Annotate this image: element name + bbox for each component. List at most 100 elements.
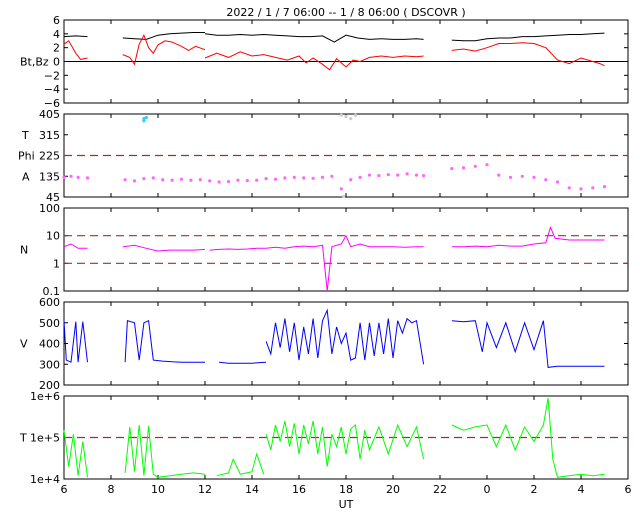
series-line-bz — [451, 42, 605, 67]
series-point-phi — [123, 178, 127, 182]
series-point-theta — [349, 117, 353, 121]
series-point-phi — [255, 178, 259, 182]
series-point-phi — [520, 174, 524, 178]
y-tick-label: 0 — [53, 56, 60, 69]
panel-angles: 405 315 225 135 45 T Phi A — [18, 108, 629, 204]
series-point-phi — [198, 178, 202, 182]
panel-frame — [63, 207, 629, 292]
x-tick-label: 22 — [433, 483, 447, 496]
y-tick-label: 315 — [39, 129, 60, 142]
y-axis-label: Phi — [18, 150, 35, 163]
series-point-theta-extra — [144, 115, 148, 120]
series-point-phi — [142, 177, 146, 181]
series-point-phi — [349, 178, 353, 182]
series-point-phi — [508, 175, 513, 179]
x-tick-label: 20 — [386, 483, 400, 496]
series-point-phi — [367, 173, 372, 177]
y-tick-label: 225 — [39, 150, 60, 163]
x-axis-labels: 6 8 10 12 14 16 18 20 22 0 2 4 6 — [61, 483, 632, 496]
series-line-n — [209, 234, 424, 292]
series-line-n — [122, 244, 206, 252]
y-axis-label: V — [20, 338, 28, 351]
series-point-phi — [320, 175, 325, 179]
series-point-phi — [179, 177, 184, 181]
series-line-bt — [451, 32, 605, 42]
series-line-n — [63, 243, 88, 249]
y-tick-label: 1e+5 — [30, 432, 60, 445]
y-tick-label: 6 — [53, 14, 60, 27]
series-point-phi — [497, 173, 501, 177]
y-tick-label: 0.1 — [43, 285, 61, 298]
series-line-t — [63, 430, 88, 478]
x-tick-label: 18 — [339, 483, 353, 496]
series-line-bz — [204, 51, 424, 71]
series-point-phi — [461, 166, 466, 170]
series-line-v — [451, 320, 605, 368]
series-point-phi — [450, 167, 454, 171]
series-point-phi — [339, 187, 343, 191]
x-tick-label: 2 — [531, 483, 538, 496]
panel-speed: 600 500 400 300 200 V — [20, 296, 629, 392]
y-tick-label: 405 — [39, 108, 60, 121]
y-tick-label: 400 — [39, 338, 60, 351]
series-point-phi — [330, 174, 334, 178]
y-axis-label: T — [19, 432, 27, 445]
series-point-phi — [170, 178, 174, 182]
series-point-phi — [264, 177, 268, 181]
x-tick-label: 16 — [292, 483, 306, 496]
x-tick-label: 4 — [578, 483, 585, 496]
series-line-v — [63, 320, 88, 363]
series-point-phi — [405, 172, 409, 176]
y-tick-label: 1 — [53, 257, 60, 270]
y-tick-label: 2 — [53, 42, 60, 55]
series-line-bt — [63, 35, 88, 38]
series-point-phi — [532, 175, 536, 179]
series-point-phi — [579, 187, 583, 191]
y-axis-label: Bt,Bz — [20, 56, 49, 69]
series-point-phi — [414, 173, 419, 177]
series-point-theta — [339, 113, 343, 117]
y-tick-label: 10 — [46, 230, 60, 243]
x-tick-label: 14 — [245, 483, 259, 496]
series-point-phi — [161, 178, 165, 182]
series-point-phi — [62, 175, 66, 179]
panel-temperature: 1e+6 1e+5 1e+4 T — [19, 390, 629, 486]
y-tick-label: −6 — [44, 97, 60, 110]
series-point-phi — [85, 176, 90, 180]
series-line-bt — [204, 33, 424, 43]
series-point-theta-extra — [142, 117, 146, 121]
series-line-bz — [122, 33, 206, 66]
series-point-phi — [132, 179, 137, 183]
series-point-theta — [344, 114, 348, 118]
series-point-phi — [189, 178, 193, 182]
panel-frame — [63, 301, 629, 386]
x-tick-label: 6 — [61, 483, 68, 496]
series-point-phi — [302, 176, 306, 180]
series-line-v — [219, 361, 267, 364]
y-tick-label: 1e+6 — [30, 390, 60, 403]
y-tick-label: 45 — [46, 191, 60, 204]
x-axis-title: UT — [339, 498, 354, 511]
y-tick-label: 4 — [53, 28, 60, 41]
chart-title: 2022 / 1 / 7 06:00 -- 1 / 8 06:00 ( DSCO… — [226, 6, 465, 19]
series-point-phi — [292, 175, 296, 179]
series-line-t — [216, 452, 265, 477]
x-tick-label: 12 — [198, 483, 212, 496]
series-line-t — [265, 420, 425, 467]
series-point-phi — [151, 176, 155, 180]
series-point-phi — [76, 175, 80, 179]
series-line-v — [124, 319, 205, 363]
y-axis-label: T — [21, 129, 29, 142]
series-point-phi — [245, 179, 249, 183]
y-tick-label: −4 — [44, 83, 60, 96]
series-point-phi — [311, 176, 315, 180]
series-point-phi — [377, 174, 381, 178]
y-tick-label: 1e+4 — [30, 473, 60, 486]
y-axis-label: N — [20, 244, 28, 257]
y-tick-label: 500 — [39, 317, 60, 330]
x-tick-label: 8 — [108, 483, 115, 496]
series-point-phi — [555, 180, 560, 184]
series-line-t — [124, 424, 206, 478]
